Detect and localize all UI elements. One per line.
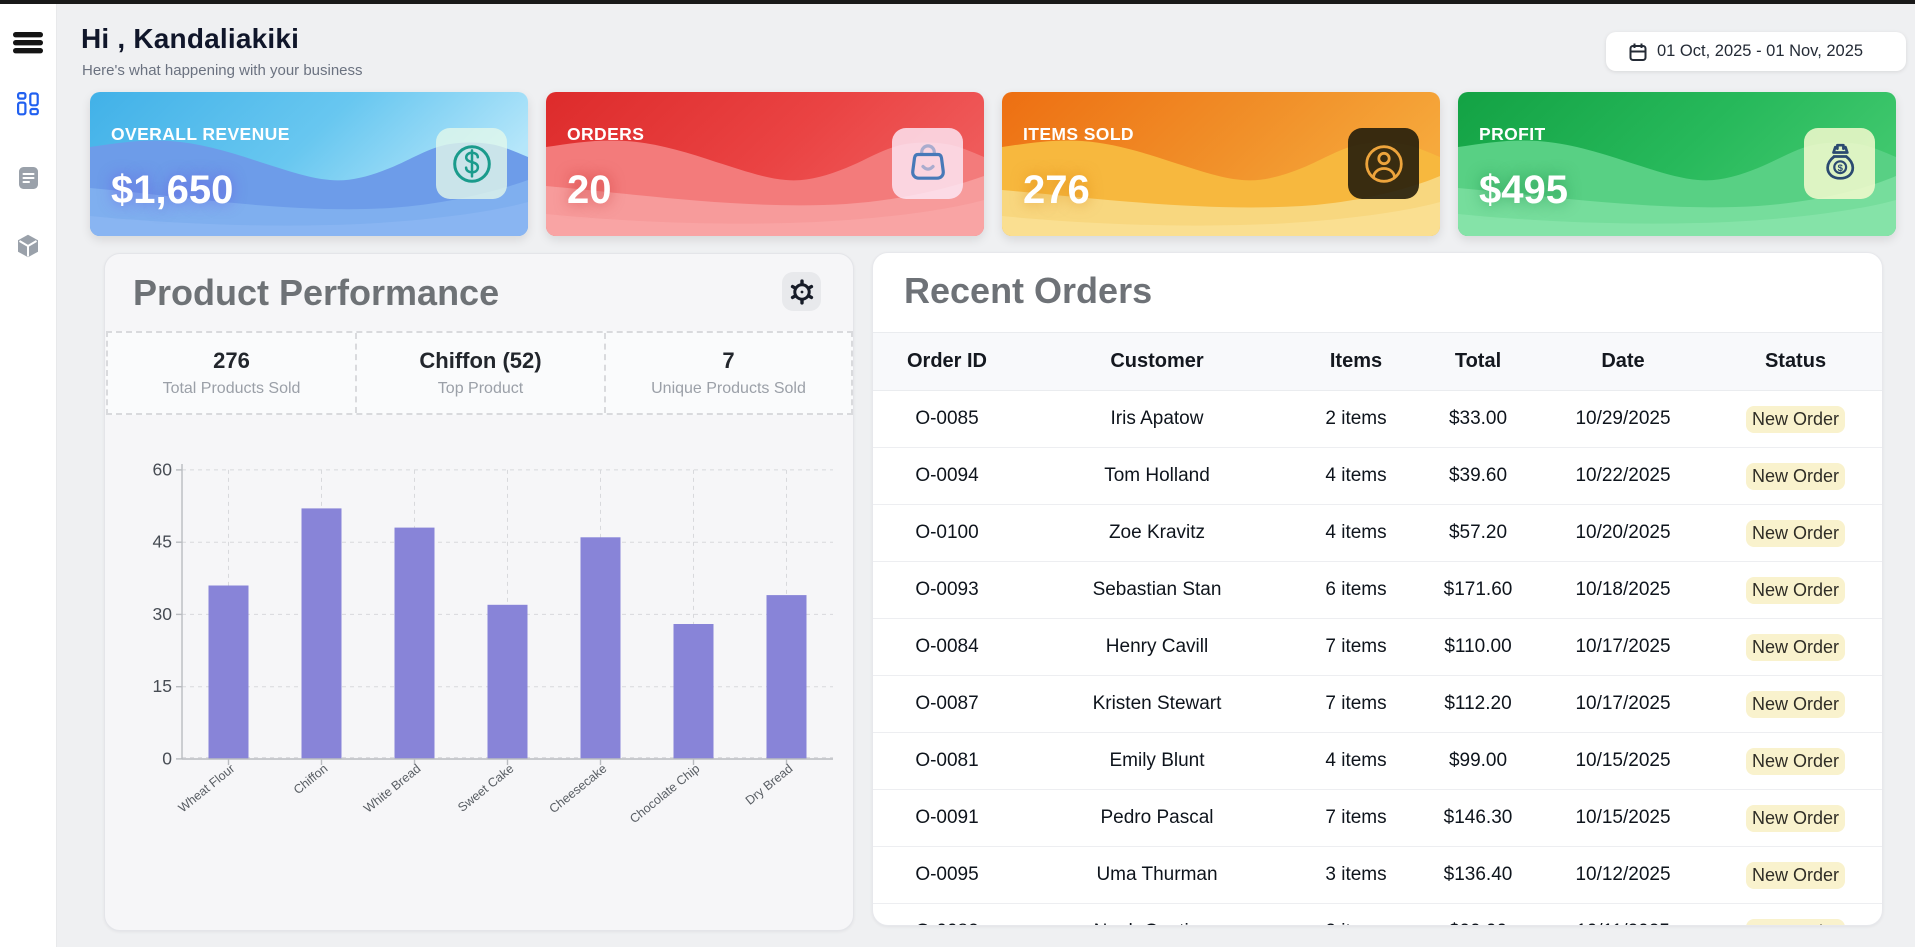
svg-text:30: 30 — [153, 604, 173, 624]
svg-text:Dry Bread: Dry Bread — [743, 761, 796, 807]
svg-text:Cheesecake: Cheesecake — [547, 761, 610, 816]
svg-text:0: 0 — [162, 748, 172, 768]
svg-text:60: 60 — [153, 459, 173, 479]
svg-text:Chocolate Chip: Chocolate Chip — [627, 761, 702, 826]
svg-text:15: 15 — [153, 676, 172, 696]
svg-text:45: 45 — [153, 532, 172, 552]
svg-text:Sweet Cake: Sweet Cake — [455, 761, 516, 814]
svg-text:$: $ — [1837, 163, 1843, 174]
svg-text:Wheat Flour: Wheat Flour — [176, 761, 238, 815]
svg-text:Chiffon: Chiffon — [291, 761, 330, 797]
svg-text:White Bread: White Bread — [361, 761, 423, 815]
